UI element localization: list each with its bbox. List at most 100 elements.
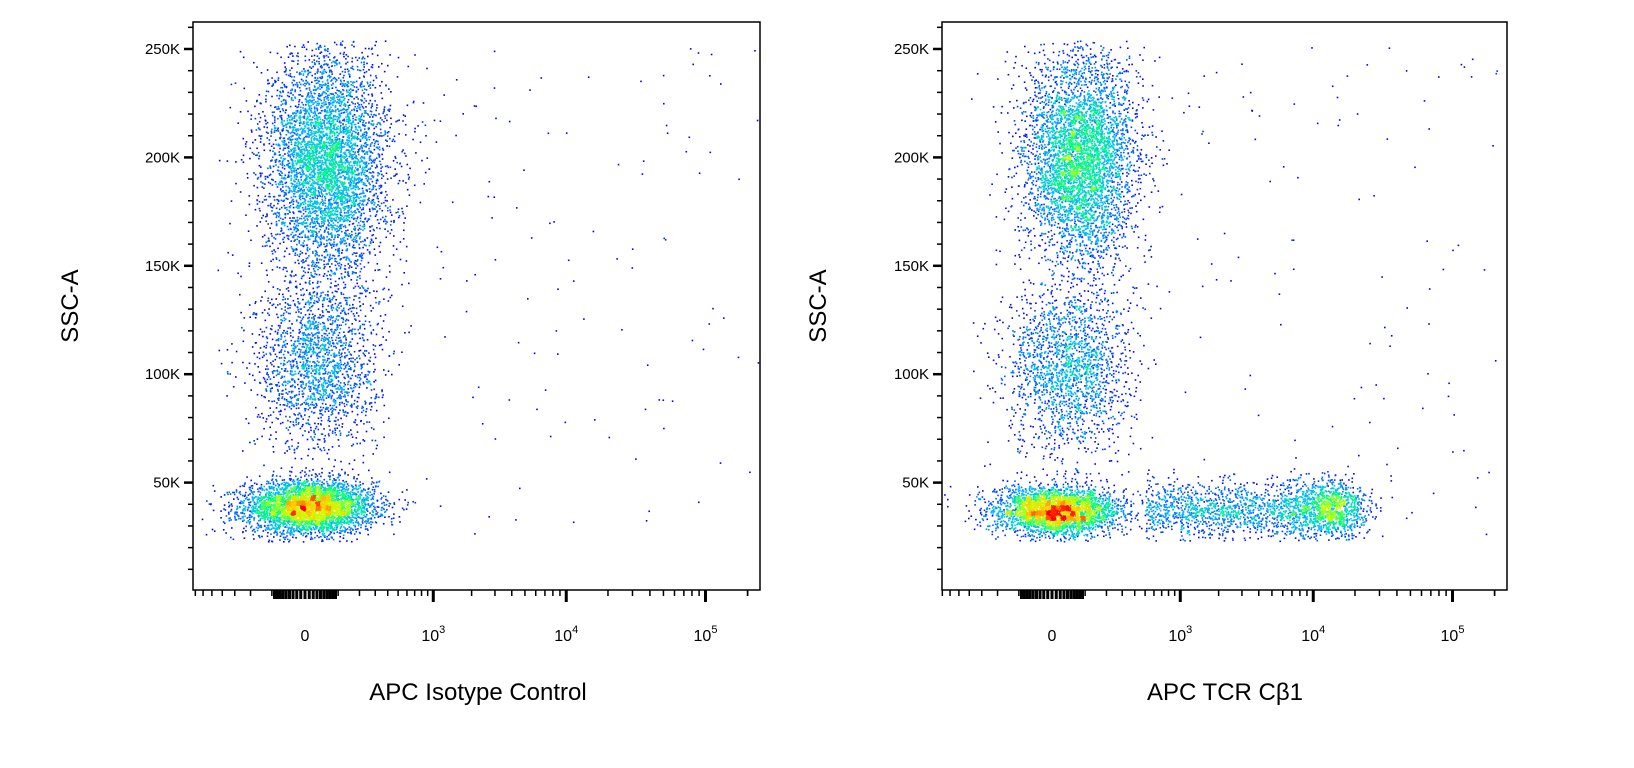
data-point: [286, 524, 288, 526]
data-point: [234, 517, 236, 519]
data-point: [383, 508, 385, 510]
data-point: [266, 382, 268, 384]
data-point: [320, 511, 322, 513]
data-point: [323, 483, 325, 485]
data-point: [296, 515, 298, 517]
data-point: [318, 341, 320, 343]
data-point: [300, 349, 302, 351]
data-point: [333, 488, 335, 490]
data-point: [282, 523, 284, 525]
data-point: [315, 518, 317, 520]
data-point: [286, 399, 288, 401]
data-point: [311, 514, 313, 516]
data-point: [321, 335, 323, 337]
data-point: [302, 535, 304, 537]
data-point: [344, 520, 346, 522]
data-point: [257, 502, 259, 504]
data-point: [346, 504, 348, 506]
data-point: [374, 369, 376, 371]
data-point: [264, 378, 266, 380]
data-point: [273, 536, 275, 538]
data-point: [342, 374, 344, 376]
data-point: [337, 494, 339, 496]
data-point: [298, 480, 300, 482]
data-point: [403, 509, 405, 511]
data-point: [323, 390, 325, 392]
data-point: [277, 527, 279, 529]
data-point: [242, 512, 244, 514]
data-point: [407, 502, 409, 504]
data-point: [330, 522, 332, 524]
data-point: [309, 326, 311, 328]
data-point: [300, 480, 302, 482]
data-point: [322, 540, 324, 542]
data-point: [344, 494, 346, 496]
data-point: [343, 364, 345, 366]
data-point: [308, 509, 310, 511]
data-point: [309, 389, 311, 391]
data-point: [350, 527, 352, 529]
data-point: [322, 348, 324, 350]
data-point: [284, 526, 286, 528]
data-point: [287, 509, 289, 511]
data-point: [325, 523, 327, 525]
data-point: [330, 372, 332, 374]
data-point: [343, 486, 345, 488]
data-point: [347, 501, 349, 503]
data-point: [291, 516, 293, 518]
data-point: [326, 521, 328, 523]
data-point: [393, 534, 395, 536]
data-point: [275, 497, 277, 499]
data-point: [316, 492, 318, 494]
data-point: [302, 470, 304, 472]
data-point: [340, 340, 342, 342]
data-point: [327, 514, 329, 516]
data-point: [315, 476, 317, 478]
data-point: [300, 508, 302, 510]
data-point: [346, 371, 348, 373]
data-point: [367, 494, 369, 496]
data-point: [228, 502, 230, 504]
data-point: [249, 316, 251, 318]
data-point: [358, 525, 360, 527]
data-point: [257, 530, 259, 532]
data-point: [343, 508, 345, 510]
data-point: [321, 518, 323, 520]
data-point: [338, 495, 340, 497]
data-point: [284, 539, 286, 541]
data-point: [306, 488, 308, 490]
data-point: [247, 517, 249, 519]
data-point: [277, 533, 279, 535]
data-point: [314, 482, 316, 484]
data-point: [344, 406, 346, 408]
data-point: [254, 511, 256, 513]
data-point: [363, 489, 365, 491]
data-point: [337, 419, 339, 421]
data-point: [272, 348, 274, 350]
data-point: [314, 436, 316, 438]
data-point: [373, 482, 375, 484]
data-point: [268, 481, 270, 483]
data-point: [296, 510, 298, 512]
data-point: [279, 509, 281, 511]
data-point: [284, 280, 286, 282]
data-point: [324, 251, 326, 253]
data-point: [288, 490, 290, 492]
data-point: [357, 501, 359, 503]
data-point: [315, 473, 317, 475]
data-point: [257, 512, 259, 514]
data-point: [273, 516, 275, 518]
data-point: [226, 492, 228, 494]
data-point: [325, 515, 327, 517]
data-point: [348, 495, 350, 497]
data-point: [415, 502, 417, 504]
data-point: [288, 496, 290, 498]
data-point: [287, 530, 289, 532]
data-point: [260, 499, 262, 501]
data-point: [356, 486, 358, 488]
data-point: [268, 494, 270, 496]
data-point: [268, 415, 270, 417]
data-point: [320, 502, 322, 504]
data-point: [383, 523, 385, 525]
